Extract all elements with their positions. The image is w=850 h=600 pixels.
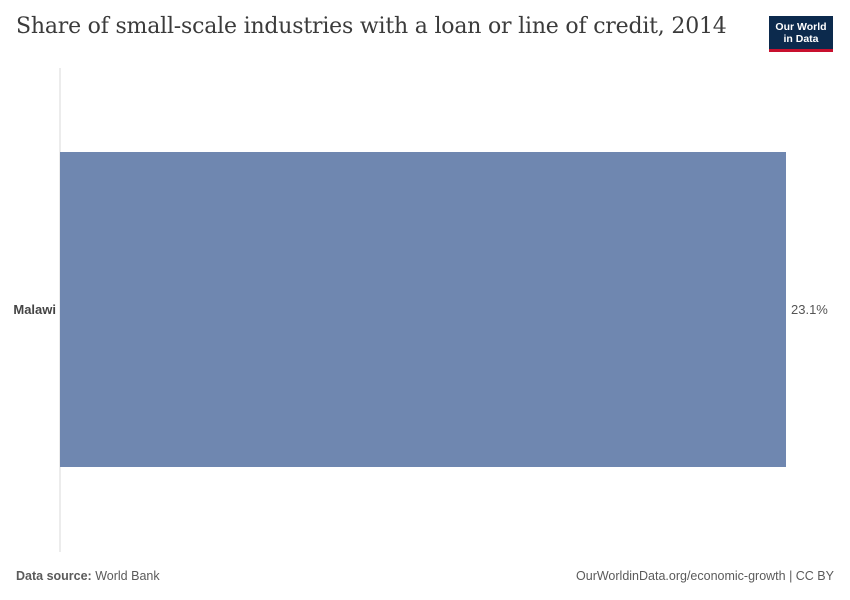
- category-label: Malawi: [13, 302, 56, 317]
- bar-malawi[interactable]: [60, 152, 786, 467]
- logo-line-2: in Data: [783, 33, 819, 45]
- chart-title: Share of small-scale industries with a l…: [16, 14, 727, 39]
- owid-logo[interactable]: Our World in Data: [769, 16, 833, 52]
- bar-chart: Malawi 23.1%: [13, 68, 828, 552]
- data-source-label: Data source:: [16, 569, 92, 583]
- value-label: 23.1%: [791, 302, 828, 317]
- data-source: Data source: World Bank: [16, 569, 160, 583]
- data-source-link[interactable]: World Bank: [95, 569, 160, 583]
- logo-line-1: Our World: [775, 21, 827, 33]
- bars-group: Malawi 23.1%: [13, 152, 828, 467]
- footer-url[interactable]: OurWorldinData.org/economic-growth | CC …: [576, 569, 834, 583]
